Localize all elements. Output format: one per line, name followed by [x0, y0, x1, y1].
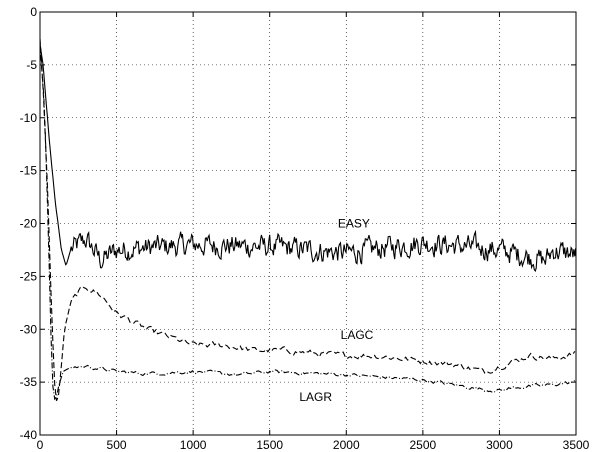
series-line-lagr [39, 43, 576, 401]
y-tick-label: -10 [20, 111, 38, 125]
series-label-easy: EASY [338, 217, 370, 231]
y-tick-label: -25 [20, 269, 38, 283]
series-line-lagc [39, 38, 576, 402]
y-tick-label: -30 [20, 322, 38, 336]
series-label-lagc: LAGC [341, 328, 374, 342]
x-tick-label: 0 [37, 438, 44, 452]
x-tick-label: 3000 [486, 438, 513, 452]
y-tick-label: -40 [20, 428, 38, 442]
series-label-lagr: LAGR [299, 390, 332, 404]
y-tick-label: -15 [20, 164, 38, 178]
y-tick-label: 0 [30, 5, 37, 19]
y-tick-label: -20 [20, 217, 38, 231]
series-line-easy [39, 43, 577, 273]
series-labels: EASY LAGC LAGR [299, 217, 373, 404]
x-tick-label: 2000 [333, 438, 360, 452]
series-group [39, 38, 577, 402]
x-tick-label: 2500 [410, 438, 437, 452]
tick-labels: 0 500 1000 1500 2000 2500 3000 3500 0 -5 -10 -15 -20… [20, 5, 590, 452]
y-tick-label: -5 [26, 58, 37, 72]
axis-ticks [39, 11, 577, 436]
x-tick-label: 3500 [563, 438, 590, 452]
grid-lines [40, 12, 576, 435]
x-tick-label: 1000 [180, 438, 207, 452]
x-tick-label: 500 [107, 438, 127, 452]
y-tick-label: -35 [20, 375, 38, 389]
x-tick-label: 1500 [256, 438, 283, 452]
